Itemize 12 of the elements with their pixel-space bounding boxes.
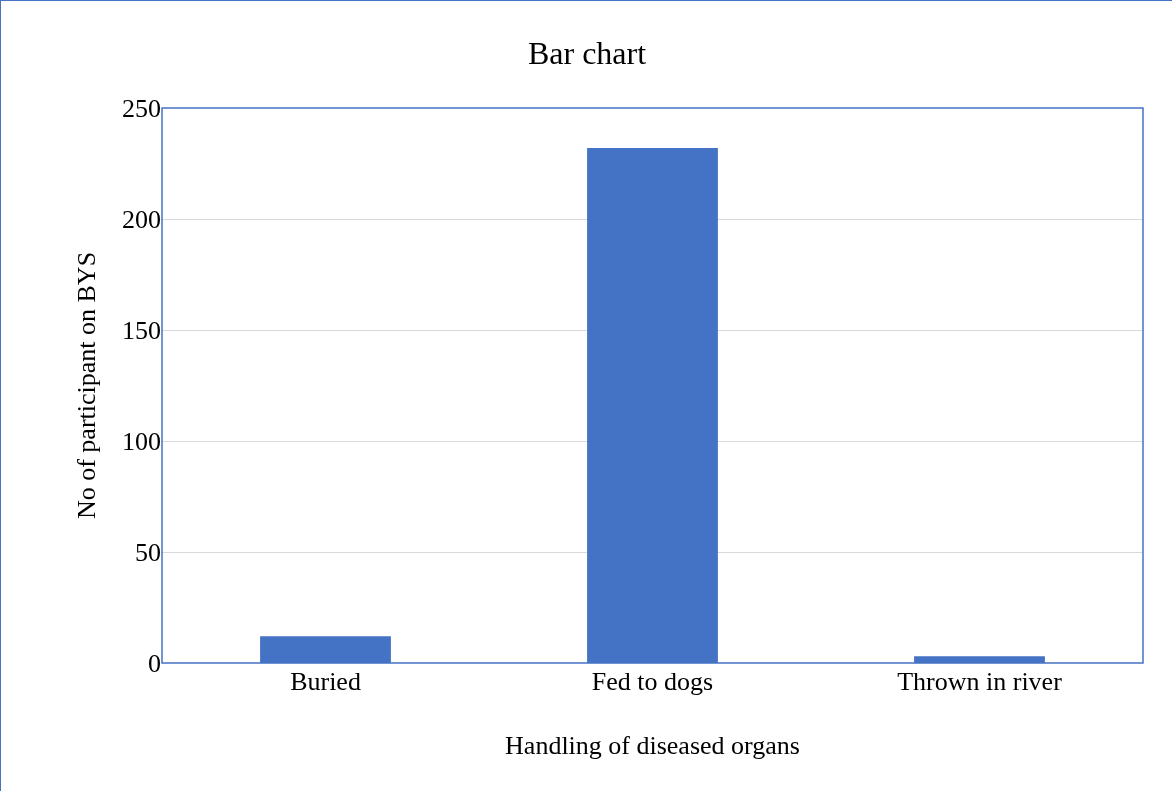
x-tick-label: Buried: [290, 667, 361, 696]
chart-title: Bar chart: [527, 34, 647, 71]
x-axis-title: Handling of diseased organs: [505, 730, 800, 760]
x-tick-label: Fed to dogs: [591, 667, 714, 696]
x-tick-label: Thrown in river: [897, 667, 1063, 696]
y-tick-label: 0: [148, 649, 161, 679]
y-tick-label: 150: [122, 316, 161, 346]
y-tick-label: 250: [122, 94, 161, 124]
y-tick-label: 50: [135, 538, 161, 568]
y-tick-label: 100: [122, 427, 161, 457]
y-tick-label: 200: [122, 205, 161, 235]
y-axis-title: No of participant on BYS: [72, 251, 102, 520]
